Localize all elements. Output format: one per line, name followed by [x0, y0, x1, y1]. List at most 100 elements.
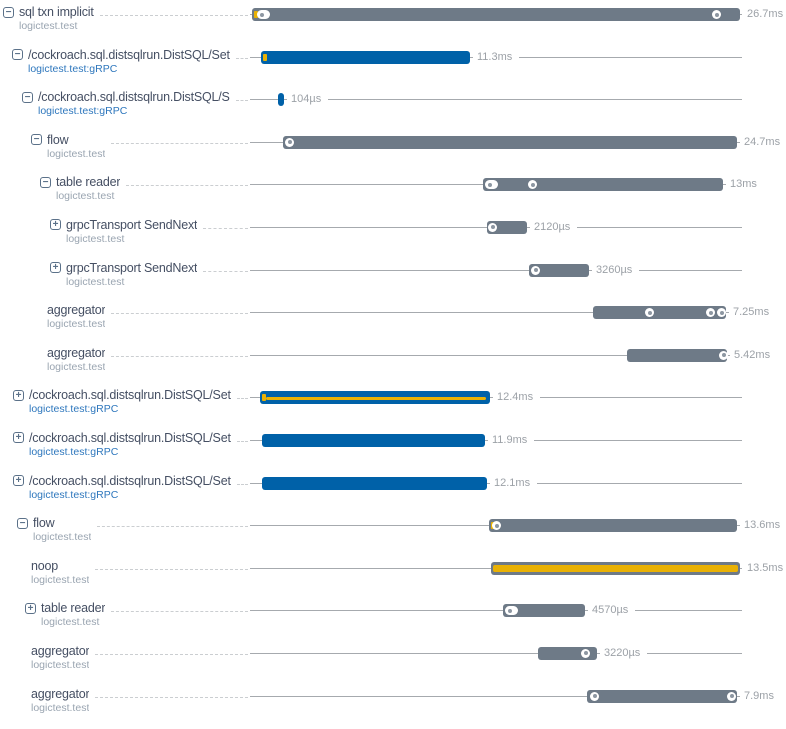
- span-service: logictest.test: [33, 531, 91, 543]
- span-service: logictest.test: [41, 616, 105, 628]
- collapse-icon[interactable]: −: [40, 177, 51, 188]
- expand-icon[interactable]: +: [25, 603, 36, 614]
- log-marker[interactable]: [285, 138, 294, 147]
- span-timeline-cell: 13.5ms: [250, 559, 786, 602]
- span-row[interactable]: noop logictest.test 13.5ms: [0, 559, 786, 602]
- span-name-cell: aggregator logictest.test: [0, 644, 250, 687]
- log-marker[interactable]: [488, 223, 497, 232]
- span-bar[interactable]: [278, 93, 284, 106]
- span-service: logictest.test: [56, 190, 120, 202]
- span-bar[interactable]: [491, 562, 740, 575]
- span-row[interactable]: aggregator logictest.test 7.25ms: [0, 303, 786, 346]
- span-bar[interactable]: [529, 264, 589, 277]
- span-name: /cockroach.sql.distsqlrun.DistSQL/S: [38, 90, 230, 104]
- span-duration: 7.9ms: [740, 690, 781, 703]
- connector-dashed-line: [126, 175, 248, 186]
- span-service: logictest.test: [31, 659, 89, 671]
- span-service: logictest.test: [47, 318, 105, 330]
- span-name: grpcTransport SendNext: [66, 261, 197, 275]
- span-name-cell: aggregator logictest.test: [0, 346, 250, 389]
- span-row[interactable]: aggregator logictest.test 5.42ms: [0, 346, 786, 389]
- log-marker[interactable]: [712, 10, 721, 19]
- span-bar[interactable]: [593, 306, 726, 319]
- span-duration: 2120µs: [530, 221, 577, 234]
- span-bar[interactable]: [627, 349, 727, 362]
- connector-dashed-line: [237, 431, 248, 442]
- span-name-block: + /cockroach.sql.distsqlrun.DistSQL/Set …: [0, 388, 231, 415]
- connector-dashed-line: [111, 303, 248, 314]
- span-duration: 13ms: [726, 178, 764, 191]
- connector-dashed-line: [236, 90, 248, 101]
- expand-icon[interactable]: +: [13, 432, 24, 443]
- connector-dashed-line: [203, 261, 248, 272]
- span-row[interactable]: + /cockroach.sql.distsqlrun.DistSQL/Set …: [0, 474, 786, 517]
- span-bar[interactable]: [252, 8, 740, 21]
- span-bar[interactable]: [489, 519, 737, 532]
- span-row[interactable]: aggregator logictest.test 7.9ms: [0, 687, 786, 729]
- connector-dashed-line: [95, 687, 248, 698]
- log-marker[interactable]: [590, 692, 599, 701]
- log-marker[interactable]: [257, 10, 270, 19]
- connector-dashed-line: [95, 644, 248, 655]
- span-name: /cockroach.sql.distsqlrun.DistSQL/Set: [29, 388, 231, 402]
- span-name: /cockroach.sql.distsqlrun.DistSQL/Set: [29, 431, 231, 445]
- collapse-icon[interactable]: −: [31, 134, 42, 145]
- log-marker[interactable]: [717, 308, 726, 317]
- connector-dashed-line: [111, 601, 248, 612]
- span-name: aggregator: [47, 303, 105, 317]
- span-name: flow: [47, 133, 68, 147]
- expand-icon[interactable]: +: [13, 390, 24, 401]
- span-timeline-cell: 104µs: [250, 90, 786, 133]
- span-row[interactable]: aggregator logictest.test 3220µs: [0, 644, 786, 687]
- span-name-cell: − sql txn implicit logictest.test: [0, 5, 250, 48]
- expand-icon[interactable]: +: [50, 219, 61, 230]
- log-marker[interactable]: [492, 521, 501, 530]
- log-marker[interactable]: [505, 606, 518, 615]
- span-bar[interactable]: [503, 604, 585, 617]
- span-service: logictest.test: [31, 574, 89, 586]
- log-marker[interactable]: [727, 692, 736, 701]
- log-marker[interactable]: [719, 351, 728, 360]
- log-marker[interactable]: [645, 308, 654, 317]
- span-bar[interactable]: [483, 178, 723, 191]
- span-duration: 7.25ms: [729, 306, 776, 319]
- span-row[interactable]: − table reader logictest.test 13ms: [0, 175, 786, 218]
- log-marker[interactable]: [531, 266, 540, 275]
- span-row[interactable]: − /cockroach.sql.distsqlrun.DistSQL/Set …: [0, 48, 786, 91]
- span-row[interactable]: + grpcTransport SendNext logictest.test …: [0, 261, 786, 304]
- span-bar[interactable]: [262, 477, 487, 490]
- span-row[interactable]: + /cockroach.sql.distsqlrun.DistSQL/Set …: [0, 388, 786, 431]
- span-name: table reader: [41, 601, 105, 615]
- span-bar[interactable]: [487, 221, 527, 234]
- span-timeline-cell: 5.42ms: [250, 346, 786, 389]
- log-marker[interactable]: [528, 180, 537, 189]
- span-row[interactable]: + /cockroach.sql.distsqlrun.DistSQL/Set …: [0, 431, 786, 474]
- span-row[interactable]: + table reader logictest.test 4570µs: [0, 601, 786, 644]
- expand-icon[interactable]: +: [50, 262, 61, 273]
- collapse-icon[interactable]: −: [3, 7, 14, 18]
- span-bar[interactable]: [587, 690, 737, 703]
- timeline-baseline: [250, 653, 742, 654]
- span-duration: 12.4ms: [493, 391, 540, 404]
- span-row[interactable]: + grpcTransport SendNext logictest.test …: [0, 218, 786, 261]
- log-marker[interactable]: [706, 308, 715, 317]
- span-row[interactable]: − sql txn implicit logictest.test 26.7ms: [0, 5, 786, 48]
- span-bar[interactable]: [283, 136, 737, 149]
- span-bar[interactable]: [538, 647, 597, 660]
- collapse-icon[interactable]: −: [17, 518, 28, 529]
- span-bar[interactable]: [261, 51, 470, 64]
- collapse-icon[interactable]: −: [22, 92, 33, 103]
- span-row[interactable]: − flow logictest.test 24.7ms: [0, 133, 786, 176]
- span-row[interactable]: − /cockroach.sql.distsqlrun.DistSQL/S lo…: [0, 90, 786, 133]
- span-name: flow: [33, 516, 54, 530]
- collapse-icon[interactable]: −: [12, 49, 23, 60]
- span-bar[interactable]: [260, 391, 490, 404]
- span-row[interactable]: − flow logictest.test 13.6ms: [0, 516, 786, 559]
- log-marker[interactable]: [581, 649, 590, 658]
- log-marker[interactable]: [485, 180, 498, 189]
- span-timeline-cell: 3260µs: [250, 261, 786, 304]
- connector-dashed-line: [97, 516, 248, 527]
- span-name: aggregator: [47, 346, 105, 360]
- expand-icon[interactable]: +: [13, 475, 24, 486]
- span-bar[interactable]: [262, 434, 485, 447]
